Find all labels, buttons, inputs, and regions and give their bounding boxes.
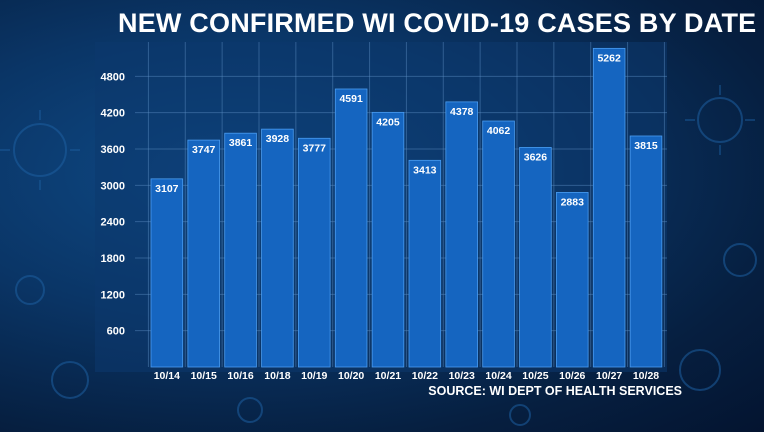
data-label: 3777 xyxy=(303,142,327,154)
gridlines xyxy=(135,42,667,367)
y-tick-label: 2400 xyxy=(101,217,125,229)
x-tick-label: 10/18 xyxy=(264,370,290,382)
data-label: 4591 xyxy=(339,93,363,105)
y-tick-label: 1200 xyxy=(101,289,125,301)
bar xyxy=(150,178,184,368)
x-tick-label: 10/19 xyxy=(301,370,327,382)
bar xyxy=(224,132,257,368)
y-tick-label: 4200 xyxy=(101,108,125,120)
x-tick-label: 10/23 xyxy=(449,370,475,382)
data-label: 3413 xyxy=(413,164,437,176)
bar xyxy=(187,139,220,368)
y-tick-label: 3000 xyxy=(101,180,125,192)
data-label: 3928 xyxy=(266,133,290,145)
x-tick-label: 10/28 xyxy=(633,370,659,382)
bar xyxy=(592,47,626,368)
data-label: 3107 xyxy=(155,183,179,195)
y-tick-label: 1800 xyxy=(101,253,125,265)
x-tick-label: 10/25 xyxy=(522,370,548,382)
x-tick-label: 10/16 xyxy=(227,370,253,382)
bar xyxy=(519,147,552,368)
x-tick-label: 10/21 xyxy=(375,370,401,382)
data-label: 2883 xyxy=(561,196,585,208)
x-tick-label: 10/22 xyxy=(412,370,438,382)
data-label: 3747 xyxy=(192,144,216,156)
data-label: 5262 xyxy=(597,52,621,64)
data-label: 3626 xyxy=(524,151,548,163)
bar xyxy=(298,137,331,368)
bar xyxy=(371,111,405,368)
x-tick-label: 10/24 xyxy=(485,370,511,382)
data-label: 3861 xyxy=(229,137,253,149)
x-tick-label: 10/26 xyxy=(559,370,585,382)
axis-labels: 600 1200 1800 2400 3000 3600 4200 4800 10/14 10/1… xyxy=(101,71,660,382)
bar xyxy=(408,159,442,368)
data-label: 4062 xyxy=(487,125,511,137)
data-label: 4378 xyxy=(450,106,474,118)
x-tick-label: 10/20 xyxy=(338,370,364,382)
bar xyxy=(482,120,515,368)
y-tick-label: 600 xyxy=(107,326,125,338)
bar xyxy=(445,101,478,368)
bar xyxy=(556,192,589,368)
y-tick-label: 4800 xyxy=(101,71,125,83)
bar xyxy=(629,135,663,368)
source-note: SOURCE: WI DEPT OF HEALTH SERVICES xyxy=(428,384,682,398)
x-tick-label: 10/15 xyxy=(191,370,217,382)
chart-title: NEW CONFIRMED WI COVID-19 CASES BY DATE xyxy=(118,8,757,38)
x-tick-label: 10/27 xyxy=(596,370,622,382)
data-labels: 3107 3747 3861 3928 3777 4591 4205 3413 4378 4062… xyxy=(155,52,658,208)
bars xyxy=(150,47,663,368)
data-label: 3815 xyxy=(634,140,658,152)
bar xyxy=(334,88,368,368)
x-tick-label: 10/14 xyxy=(154,370,180,382)
y-tick-label: 3600 xyxy=(101,144,125,156)
bar xyxy=(261,128,294,368)
data-label: 4205 xyxy=(376,116,400,128)
